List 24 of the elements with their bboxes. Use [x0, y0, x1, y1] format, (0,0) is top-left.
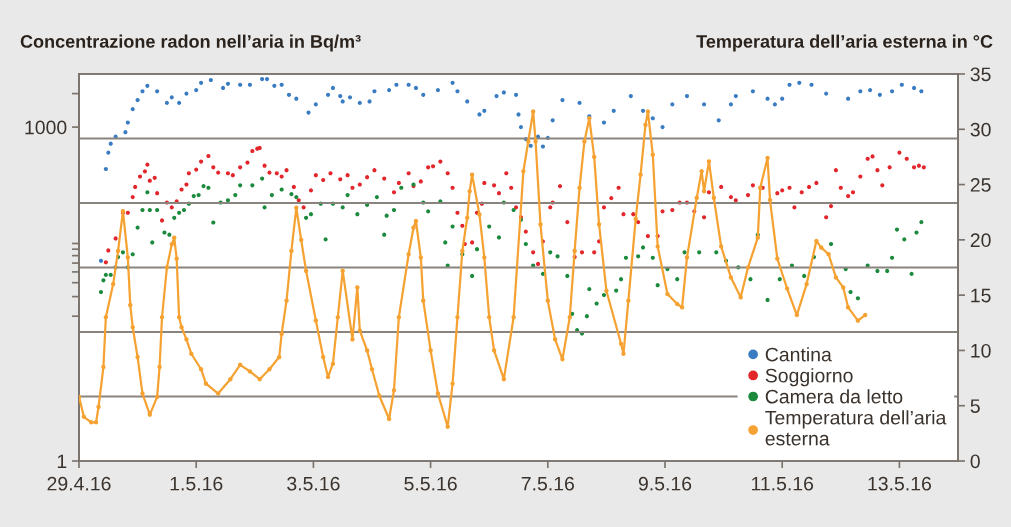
- x-tick-label: 11.5.16: [751, 476, 814, 491]
- x-tick-label: 9.5.16: [638, 476, 692, 491]
- y-tick-label: 1000: [25, 120, 67, 135]
- y2-axis-title: Temperatura dell’aria esterna in °C: [696, 34, 993, 52]
- y2-tick-label: 10: [971, 343, 991, 358]
- legend-label: Cantina: [765, 347, 832, 362]
- x-tick-label: 13.5.16: [868, 476, 931, 491]
- legend-label: Temperatura dell’aria esterna: [765, 410, 947, 446]
- y2-tick-label: 15: [971, 288, 991, 303]
- x-tick-label: 29.4.16: [47, 476, 111, 491]
- legend-label: Soggiorno: [765, 368, 853, 387]
- y2-tick-label: 5: [970, 399, 980, 413]
- legend-label: Camera da letto: [765, 389, 903, 404]
- y2-tick-label: 0: [970, 454, 980, 469]
- y-axis-title: Concentrazione radon nell’aria in Bq/m³: [20, 34, 361, 52]
- x-tick-label: 1.5.16: [170, 476, 223, 491]
- x-tick-label: 3.5.16: [287, 476, 340, 491]
- y-tick-label: 1: [57, 454, 67, 469]
- x-tick-label: 7.5.16: [521, 476, 574, 491]
- y2-tick-label: 30: [970, 122, 991, 137]
- y2-tick-label: 25: [970, 178, 991, 192]
- x-tick-label: 5.5.16: [404, 476, 457, 491]
- y2-tick-label: 20: [970, 233, 991, 248]
- y2-tick-label: 35: [970, 67, 991, 82]
